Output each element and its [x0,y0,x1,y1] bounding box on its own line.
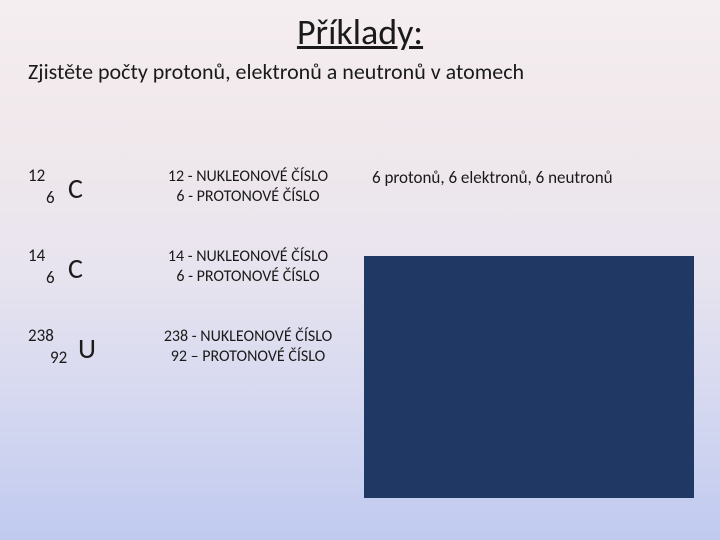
mass-number: 12 [28,165,45,186]
answer-text: 6 protonů, 6 elektronů, 6 neutronů [356,167,613,188]
nuclide-notation: 238 92 U [28,327,140,373]
element-symbol: U [78,331,96,366]
element-symbol: C [68,171,83,206]
desc-line: 12 - NUKLEONOVÉ ČÍSLO [140,167,356,187]
atomic-number: 92 [50,347,67,368]
element-symbol: C [68,251,83,286]
mass-number: 238 [28,325,54,346]
desc-line: 6 - PROTONOVÉ ČÍSLO [140,187,356,207]
answer-cover-box [364,256,694,498]
desc-line: 238 - NUKLEONOVÉ ČÍSLO [140,327,356,347]
example-row: 12 6 C 12 - NUKLEONOVÉ ČÍSLO 6 - PROTONO… [28,167,720,213]
number-description: 12 - NUKLEONOVÉ ČÍSLO 6 - PROTONOVÉ ČÍSL… [140,167,356,207]
nuclide-notation: 14 6 C [28,247,140,293]
desc-line: 92 – PROTONOVÉ ČÍSLO [140,347,356,367]
mass-number: 14 [28,245,45,266]
desc-line: 14 - NUKLEONOVÉ ČÍSLO [140,247,356,267]
number-description: 238 - NUKLEONOVÉ ČÍSLO 92 – PROTONOVÉ ČÍ… [140,327,356,367]
desc-line: 6 - PROTONOVÉ ČÍSLO [140,267,356,287]
atomic-number: 6 [46,267,55,288]
atomic-number: 6 [46,187,55,208]
page-title: Příklady: [0,0,720,54]
nuclide-notation: 12 6 C [28,167,140,213]
number-description: 14 - NUKLEONOVÉ ČÍSLO 6 - PROTONOVÉ ČÍSL… [140,247,356,287]
page-subtitle: Zjistěte počty protonů, elektronů a neut… [0,54,720,85]
